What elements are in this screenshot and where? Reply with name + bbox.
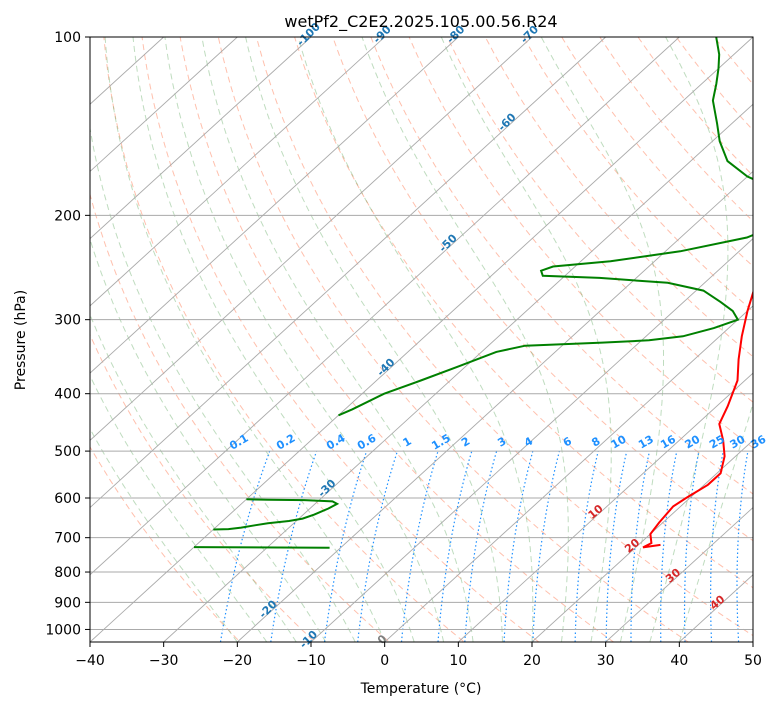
- dewpoint-trace: [193, 546, 330, 549]
- y-tick-label: 800: [54, 565, 81, 581]
- x-tick-label: −20: [223, 653, 253, 669]
- moist-adiabat-line: [297, 37, 534, 642]
- y-tick-label: 600: [54, 491, 81, 507]
- dry-adiabat-line: [446, 37, 753, 403]
- moist-adiabat-line: [245, 37, 503, 642]
- dry-adiabat-line: [484, 37, 753, 358]
- y-tick-label: 900: [54, 595, 81, 611]
- sounding-traces: [193, 37, 753, 549]
- moist-adiabat-line: [164, 37, 445, 642]
- dry-adiabat-line: [599, 37, 753, 222]
- x-axis-label: Temperature (°C): [360, 681, 482, 697]
- y-tick-label: 100: [54, 30, 81, 46]
- dry-adiabat-line: [217, 37, 690, 642]
- y-tick-label: 400: [54, 387, 81, 403]
- isotherm-line: [90, 37, 606, 509]
- x-tick-label: 50: [744, 653, 762, 669]
- isotherm-line: [90, 37, 680, 576]
- moist-adiabat-line: [90, 237, 327, 642]
- dry-adiabat-line: [103, 37, 465, 642]
- y-tick-label: 200: [54, 208, 81, 224]
- x-tick-label: −10: [296, 653, 326, 669]
- isotherm-line: [458, 372, 753, 642]
- chart-title: wetPf2_C2E2.2025.105.00.56.R24: [284, 12, 557, 32]
- x-tick-label: 10: [449, 653, 467, 669]
- isotherm-line: [310, 238, 753, 642]
- isotherm-line: [531, 439, 753, 642]
- moist-adiabat-line: [104, 37, 386, 642]
- x-tick-label: 20: [523, 653, 541, 669]
- mixing-ratio-line: [464, 450, 498, 642]
- dry-adiabat-line: [141, 37, 540, 642]
- moist-adiabat-line: [90, 313, 297, 642]
- dry-adiabat-line: [255, 37, 753, 637]
- mixing-ratio-line: [574, 450, 599, 642]
- x-tick-label: 0: [380, 653, 389, 669]
- mixing-ratio-line: [323, 450, 368, 642]
- moist-adiabat-line: [649, 37, 729, 642]
- dry-adiabat-line: [90, 192, 391, 642]
- dewpoint-trace: [338, 37, 753, 417]
- temperature-trace: [642, 289, 753, 549]
- x-tick-label: −40: [75, 653, 105, 669]
- mixing-ratio-line: [532, 450, 560, 642]
- axes: −40 −30 −20 −10 0 10 20 30 40 50 100 200 300 400 500 60…: [45, 30, 762, 669]
- moist-adiabat-line: [440, 37, 612, 642]
- moist-adiabat-line: [90, 125, 356, 642]
- dry-adiabat-line: [561, 37, 753, 267]
- dry-adiabat-line: [294, 37, 753, 589]
- moist-adiabat-line: [90, 374, 268, 642]
- moist-adiabat-line: [678, 401, 753, 642]
- plot-frame: [89, 36, 754, 643]
- guide-lines: [90, 37, 769, 642]
- isotherm-line: [90, 37, 385, 307]
- mixing-ratio-line: [357, 450, 398, 642]
- y-tick-label: 300: [54, 313, 81, 329]
- x-tick-label: 30: [597, 653, 615, 669]
- dry-adiabat-line: [90, 445, 241, 642]
- mixing-ratio-line: [400, 450, 439, 642]
- y-tick-label: 1000: [45, 622, 81, 638]
- isotherm-line: [163, 103, 753, 642]
- moist-adiabat-line: [201, 37, 474, 642]
- moist-adiabat-line: [90, 427, 238, 642]
- isotherm-line: [90, 37, 238, 173]
- dry-adiabat-line: [370, 37, 753, 495]
- isotherm-line: [384, 305, 753, 642]
- x-tick-label: 40: [670, 653, 688, 669]
- isotherm-line: [90, 37, 533, 441]
- isotherm-line: [90, 37, 753, 642]
- y-axis-label: Pressure (hPa): [13, 290, 29, 390]
- y-tick-label: 500: [54, 444, 81, 460]
- isotherm-line: [237, 170, 753, 642]
- moist-adiabat-line: [361, 37, 569, 642]
- mixing-ratio-line: [759, 451, 769, 642]
- isotherm-line: [752, 641, 753, 642]
- isotherm-line: [90, 37, 459, 374]
- dry-adiabat-line: [332, 37, 753, 542]
- isotherm-line: [90, 37, 312, 240]
- y-tick-label: 700: [54, 531, 81, 547]
- mixing-ratio-line: [503, 450, 534, 642]
- dewpoint-trace: [213, 498, 340, 531]
- dry-adiabat-line: [179, 37, 615, 642]
- mixing-ratio-line: [437, 450, 473, 642]
- isotherm-line: [605, 506, 753, 642]
- x-tick-label: −30: [149, 653, 179, 669]
